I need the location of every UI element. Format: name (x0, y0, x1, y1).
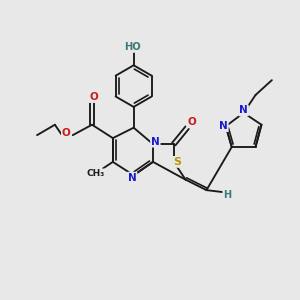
Text: HO: HO (124, 42, 140, 52)
Text: N: N (128, 172, 136, 183)
Text: O: O (62, 128, 70, 138)
Text: N: N (239, 106, 248, 116)
Text: H: H (223, 190, 231, 200)
Text: O: O (89, 92, 98, 102)
Text: CH₃: CH₃ (87, 169, 105, 178)
Text: S: S (173, 157, 181, 167)
Text: N: N (219, 121, 228, 131)
Text: N: N (151, 137, 160, 147)
Text: O: O (187, 117, 196, 127)
